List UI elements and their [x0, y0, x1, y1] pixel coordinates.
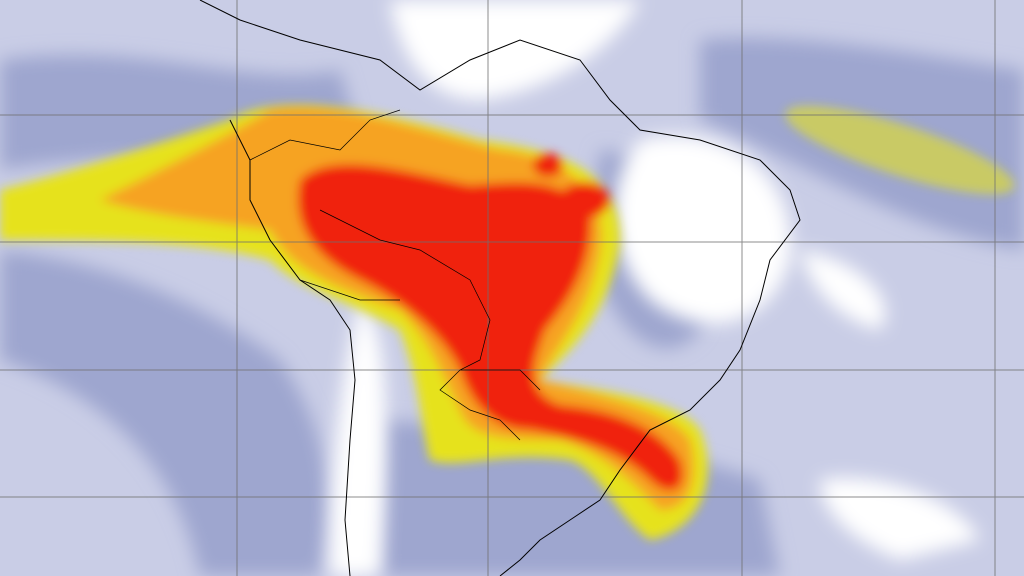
clear-north [390, 0, 640, 100]
plume-very-high [298, 164, 683, 491]
plume-spot-northeast [560, 182, 610, 218]
coastline [199, 0, 801, 576]
plume-band-atlantic [785, 105, 1015, 195]
clear-southeast-ocean [820, 478, 980, 560]
band-southwest [0, 250, 328, 576]
country-borders [249, 109, 541, 441]
clear-andes-west [330, 300, 386, 576]
clear-east-ocean [800, 250, 886, 330]
clear-brazil-northeast [614, 135, 791, 324]
plume [0, 105, 1015, 540]
plume-spot-north [533, 153, 563, 177]
clear-areas [330, 0, 980, 576]
